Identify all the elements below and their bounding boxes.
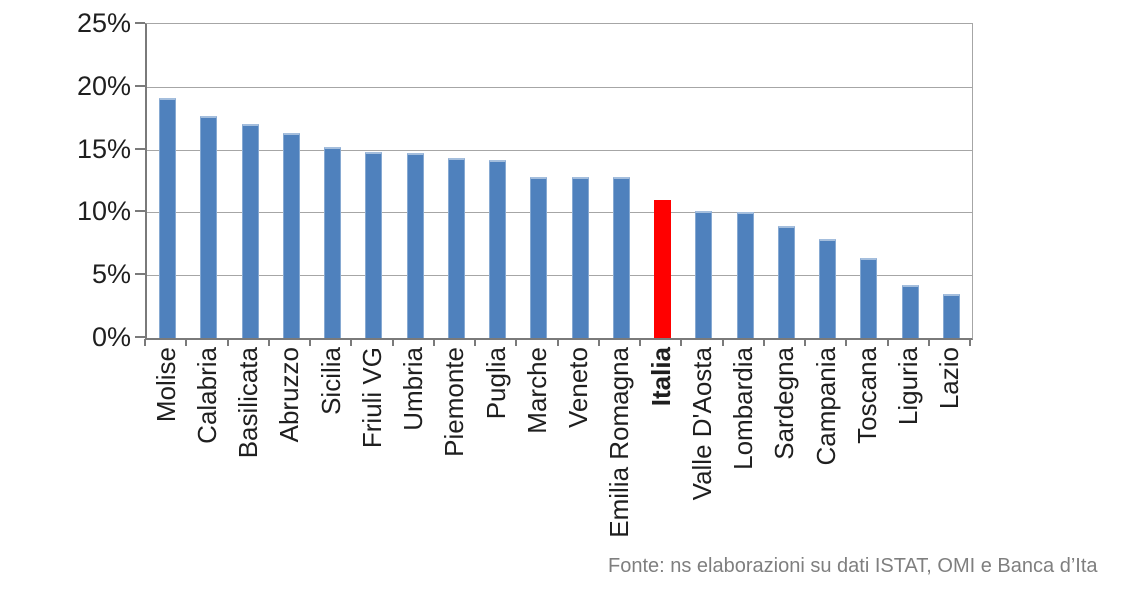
x-tick-19	[927, 339, 930, 346]
x-tick-5	[350, 339, 353, 346]
x-tick-3	[267, 339, 270, 346]
chart-plot-area	[145, 23, 973, 340]
bar-sicilia	[324, 147, 342, 338]
y-tick-15pct	[135, 147, 145, 150]
y-tick-5pct	[135, 273, 145, 276]
y-axis-label-0pct: 0%	[91, 322, 131, 352]
x-axis-label-piemonte: Piemonte	[439, 347, 470, 457]
y-axis-label-5pct: 5%	[91, 259, 131, 290]
x-axis-label-puglia: Puglia	[480, 347, 511, 420]
bar-marche	[530, 177, 548, 338]
x-axis-label-marche: Marche	[521, 347, 552, 434]
bar-sardegna	[777, 226, 795, 338]
x-tick-15	[762, 339, 765, 346]
x-tick-12	[639, 339, 641, 346]
x-tick-17	[845, 339, 848, 346]
x-axis-label-calabria: Calabria	[191, 347, 222, 444]
bar-umbria	[406, 153, 424, 338]
x-tick-18	[886, 339, 889, 346]
bar-puglia	[489, 159, 507, 338]
bar-italia	[654, 199, 672, 338]
x-tick-7	[432, 339, 435, 346]
y-tick-10pct	[135, 210, 145, 213]
x-axis-label-sicilia: Sicilia	[315, 347, 346, 415]
x-tick-1	[185, 339, 188, 346]
x-tick-10	[556, 339, 559, 346]
bar-calabria	[200, 115, 218, 338]
x-axis-label-molise: Molise	[150, 347, 181, 423]
bar-abruzzo	[282, 133, 300, 338]
y-tick-25pct	[135, 22, 145, 24]
gridline-10pct	[147, 212, 972, 214]
y-axis-label-25pct: 25%	[76, 8, 131, 38]
x-tick-13	[680, 339, 683, 346]
bar-friuli-vg	[365, 152, 383, 338]
x-tick-6	[391, 339, 394, 346]
bar-liguria	[901, 285, 919, 338]
x-tick-14	[721, 339, 724, 346]
x-axis-label-valle-d-aosta: Valle D'Aosta	[686, 347, 717, 501]
source-note: Fonte: ns elaborazioni su dati ISTAT, OM…	[608, 555, 1098, 577]
x-axis-label-abruzzo: Abruzzo	[274, 347, 305, 443]
bar-molise	[159, 98, 177, 338]
x-axis-label-veneto: Veneto	[563, 347, 594, 428]
x-tick-20	[969, 339, 971, 346]
gridline-20pct	[147, 86, 972, 88]
x-axis-label-toscana: Toscana	[851, 347, 882, 444]
y-tick-0pct	[135, 336, 145, 338]
x-axis-label-umbria: Umbria	[398, 347, 429, 431]
bar-emilia-romagna	[612, 177, 630, 338]
bar-campania	[819, 238, 837, 338]
gridline-5pct	[147, 275, 972, 277]
x-axis-label-liguria: Liguria	[893, 347, 924, 426]
x-tick-16	[804, 339, 806, 346]
x-axis-label-basilicata: Basilicata	[233, 347, 264, 459]
x-axis-label-italia: Italia	[645, 347, 676, 407]
x-axis-label-friuli-vg: Friuli VG	[356, 347, 387, 449]
x-axis-label-sardegna: Sardegna	[769, 347, 800, 460]
y-axis-label-10pct: 10%	[76, 196, 131, 227]
x-tick-8	[474, 339, 476, 346]
x-axis-label-campania: Campania	[810, 347, 841, 466]
x-axis-label-emilia-romagna: Emilia Romagna	[604, 347, 635, 538]
y-axis-label-20pct: 20%	[76, 70, 131, 101]
bar-lombardia	[736, 212, 754, 338]
gridline-15pct	[147, 149, 972, 151]
x-tick-11	[597, 339, 600, 346]
bar-piemonte	[447, 158, 465, 338]
x-tick-9	[515, 339, 518, 346]
y-axis-label-15pct: 15%	[76, 133, 131, 164]
x-axis-label-lazio: Lazio	[934, 347, 965, 410]
bar-basilicata	[241, 124, 259, 338]
x-tick-2	[226, 339, 229, 346]
x-tick-0	[144, 339, 146, 346]
x-axis-label-lombardia: Lombardia	[728, 347, 759, 470]
x-tick-4	[309, 339, 311, 346]
bar-toscana	[860, 257, 878, 338]
bar-valle-d-aosta	[695, 211, 713, 338]
bar-veneto	[571, 177, 589, 338]
bar-lazio	[942, 294, 960, 338]
y-tick-20pct	[135, 84, 145, 87]
